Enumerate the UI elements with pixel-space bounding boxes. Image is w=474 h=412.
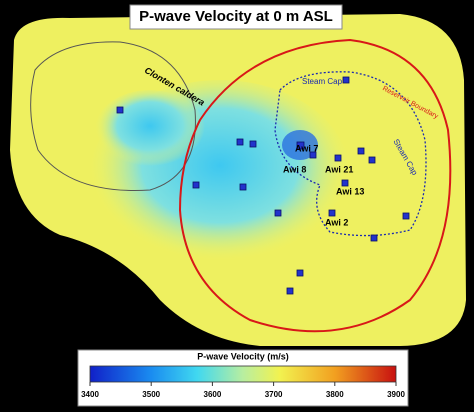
well — [286, 287, 294, 295]
well — [334, 154, 342, 162]
colorbar-tick-label: 3500 — [142, 390, 160, 399]
colorbar-tick-label: 3800 — [326, 390, 344, 399]
well — [192, 181, 200, 189]
well — [357, 147, 365, 155]
well-label: Awi 21 — [325, 164, 353, 174]
well — [296, 141, 305, 150]
well — [296, 269, 304, 277]
well — [249, 140, 257, 148]
well-label: Awi 13 — [336, 186, 364, 196]
well — [368, 156, 376, 164]
well — [236, 138, 244, 146]
colorbar-tick-label: 3600 — [204, 390, 222, 399]
well-label: Awi 8 — [283, 164, 306, 174]
well — [274, 209, 282, 217]
reservoir-boundary — [178, 38, 452, 333]
well — [328, 209, 336, 217]
colorbar — [89, 365, 397, 383]
well-label: Awi 2 — [325, 217, 348, 227]
well — [342, 76, 350, 84]
colorbar-tick-label: 3700 — [265, 390, 283, 399]
colorbar-tick-label: 3400 — [81, 390, 99, 399]
well — [116, 106, 124, 114]
title: P-wave Velocity at 0 m ASL — [139, 8, 333, 25]
wells — [116, 76, 410, 295]
well — [370, 234, 378, 242]
well — [402, 212, 410, 220]
title-box — [129, 4, 343, 30]
well — [239, 183, 247, 191]
colorbar-tick-label: 3900 — [387, 390, 405, 399]
well — [341, 179, 349, 187]
colorbar-title: P-wave Velocity (m/s) — [197, 351, 289, 361]
steam-cap-label: Steam Cap — [302, 77, 343, 86]
well — [309, 151, 317, 159]
well-label: Awi 7 — [295, 143, 318, 153]
